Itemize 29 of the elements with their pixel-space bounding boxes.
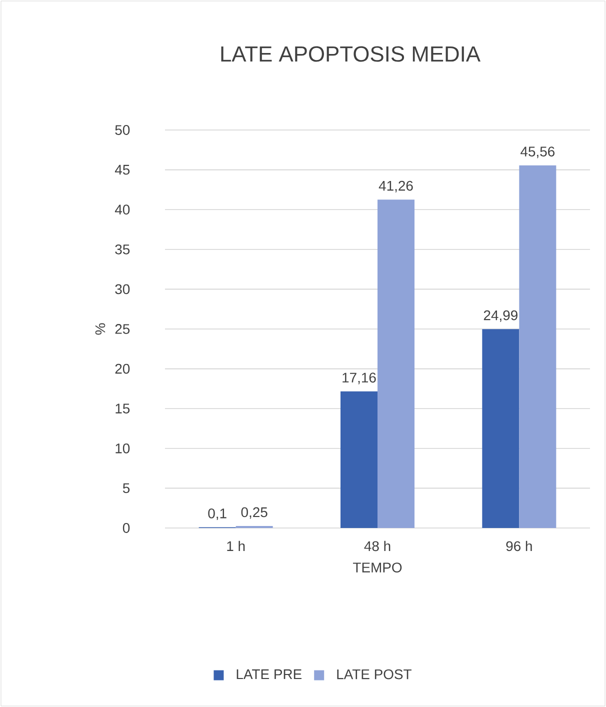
chart-title: LATE APOPTOSIS MEDIA bbox=[221, 46, 480, 62]
x-tick-label: 1 h bbox=[227, 540, 245, 551]
y-tick-label: 0 bbox=[122, 523, 130, 533]
y-tick-label: 25 bbox=[115, 324, 130, 334]
y-tick-label: 20 bbox=[115, 364, 130, 374]
y-tick-label: 45 bbox=[114, 164, 130, 175]
data-label: 24,99 bbox=[484, 310, 518, 322]
y-tick-label: 15 bbox=[116, 404, 130, 414]
bar bbox=[378, 200, 415, 528]
y-tick-label: 35 bbox=[115, 244, 130, 254]
x-tick-label: 48 h bbox=[364, 540, 390, 552]
y-tick-label: 50 bbox=[115, 125, 130, 135]
x-tick-label: 96 h bbox=[506, 540, 532, 552]
y-axis-title: % bbox=[95, 323, 106, 335]
bar bbox=[482, 329, 520, 528]
y-tick-label: 40 bbox=[114, 204, 130, 215]
data-label: 17,16 bbox=[342, 372, 376, 384]
data-label: 41,26 bbox=[378, 180, 413, 192]
bar bbox=[519, 165, 556, 528]
y-tick-label: 5 bbox=[122, 483, 130, 494]
data-label: 45,56 bbox=[520, 146, 554, 158]
legend-label: LATE POST bbox=[337, 669, 412, 680]
y-tick-label: 30 bbox=[115, 284, 130, 294]
data-label: 0,25 bbox=[241, 507, 268, 519]
data-label: 0,1 bbox=[208, 508, 226, 520]
x-axis-title: TEMPO bbox=[353, 562, 402, 572]
y-tick-label: 10 bbox=[116, 443, 130, 454]
bar bbox=[340, 391, 378, 528]
legend-label: LATE PRE bbox=[236, 669, 302, 680]
